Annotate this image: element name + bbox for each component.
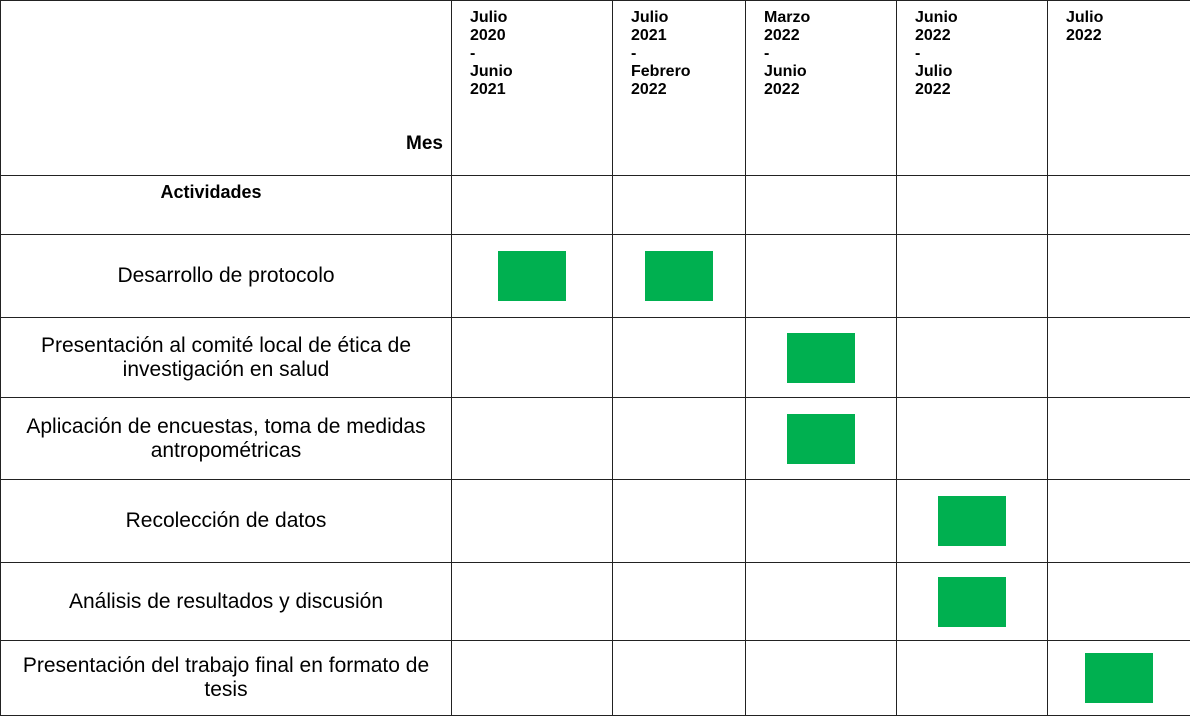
activity-label: Aplicación de encuestas, toma de medidas…	[1, 398, 452, 480]
schedule-cell	[1048, 235, 1190, 318]
schedule-cell	[746, 398, 897, 480]
period-line: -	[915, 45, 1047, 63]
schedule-cell	[1048, 318, 1190, 398]
period-line: Marzo	[764, 9, 896, 27]
activity-label: Recolección de datos	[1, 480, 452, 563]
period-line: 2022	[631, 81, 745, 99]
schedule-cell	[613, 318, 746, 398]
schedule-block	[787, 333, 855, 383]
schedule-cell	[897, 235, 1048, 318]
period-line: 2022	[764, 27, 896, 45]
section-row: Actividades	[1, 176, 1190, 235]
schedule-cell	[897, 480, 1048, 563]
schedule-cell	[1048, 398, 1190, 480]
period-line: Julio	[1066, 9, 1190, 27]
activity-row: Presentación del trabajo final en format…	[1, 641, 1190, 716]
schedule-cell	[452, 563, 613, 641]
period-line: Junio	[470, 63, 612, 81]
schedule-cell	[1048, 563, 1190, 641]
schedule-block	[787, 414, 855, 464]
section-label: Actividades	[1, 176, 452, 235]
empty-cell	[613, 176, 746, 235]
activity-row: Análisis de resultados y discusión	[1, 563, 1190, 641]
schedule-cell	[746, 480, 897, 563]
period-line: 2021	[631, 27, 745, 45]
schedule-cell	[897, 641, 1048, 716]
empty-cell	[1048, 176, 1190, 235]
schedule-block	[938, 496, 1006, 546]
schedule-cell	[452, 318, 613, 398]
schedule-cell	[452, 480, 613, 563]
activity-row: Desarrollo de protocolo	[1, 235, 1190, 318]
schedule-cell	[897, 563, 1048, 641]
activity-label: Presentación al comité local de ética de…	[1, 318, 452, 398]
schedule-block	[498, 251, 566, 301]
period-line: -	[470, 45, 612, 63]
activity-row: Recolección de datos	[1, 480, 1190, 563]
schedule-cell	[613, 480, 746, 563]
period-line: Julio	[915, 63, 1047, 81]
empty-cell	[897, 176, 1048, 235]
period-line: 2021	[470, 81, 612, 99]
schedule-cell	[613, 398, 746, 480]
corner-label: Mes	[1, 1, 452, 176]
schedule-cell	[897, 318, 1048, 398]
activity-row: Presentación al comité local de ética de…	[1, 318, 1190, 398]
schedule-block	[938, 577, 1006, 627]
period-line: -	[764, 45, 896, 63]
empty-cell	[746, 176, 897, 235]
schedule-cell	[746, 563, 897, 641]
schedule-block	[645, 251, 713, 301]
schedule-cell	[1048, 480, 1190, 563]
period-line: -	[631, 45, 745, 63]
period-line: 2022	[764, 81, 896, 99]
activity-label: Análisis de resultados y discusión	[1, 563, 452, 641]
activity-label: Presentación del trabajo final en format…	[1, 641, 452, 716]
period-line: Junio	[764, 63, 896, 81]
activity-row: Aplicación de encuestas, toma de medidas…	[1, 398, 1190, 480]
schedule-cell	[613, 641, 746, 716]
schedule-cell	[613, 563, 746, 641]
empty-cell	[452, 176, 613, 235]
schedule-cell	[452, 398, 613, 480]
period-line: 2022	[915, 81, 1047, 99]
schedule-block	[1085, 653, 1153, 703]
period-line: 2022	[915, 27, 1047, 45]
schedule-cell	[452, 641, 613, 716]
period-line: 2020	[470, 27, 612, 45]
period-line: 2022	[1066, 27, 1190, 45]
schedule-cell	[746, 641, 897, 716]
schedule-cell	[613, 235, 746, 318]
schedule-cell	[452, 235, 613, 318]
period-line: Junio	[915, 9, 1047, 27]
activity-label: Desarrollo de protocolo	[1, 235, 452, 318]
period-line: Febrero	[631, 63, 745, 81]
schedule-cell	[746, 235, 897, 318]
schedule-cell	[1048, 641, 1190, 716]
schedule-cell	[897, 398, 1048, 480]
period-line: Julio	[631, 9, 745, 27]
schedule-cell	[746, 318, 897, 398]
period-line: Julio	[470, 9, 612, 27]
